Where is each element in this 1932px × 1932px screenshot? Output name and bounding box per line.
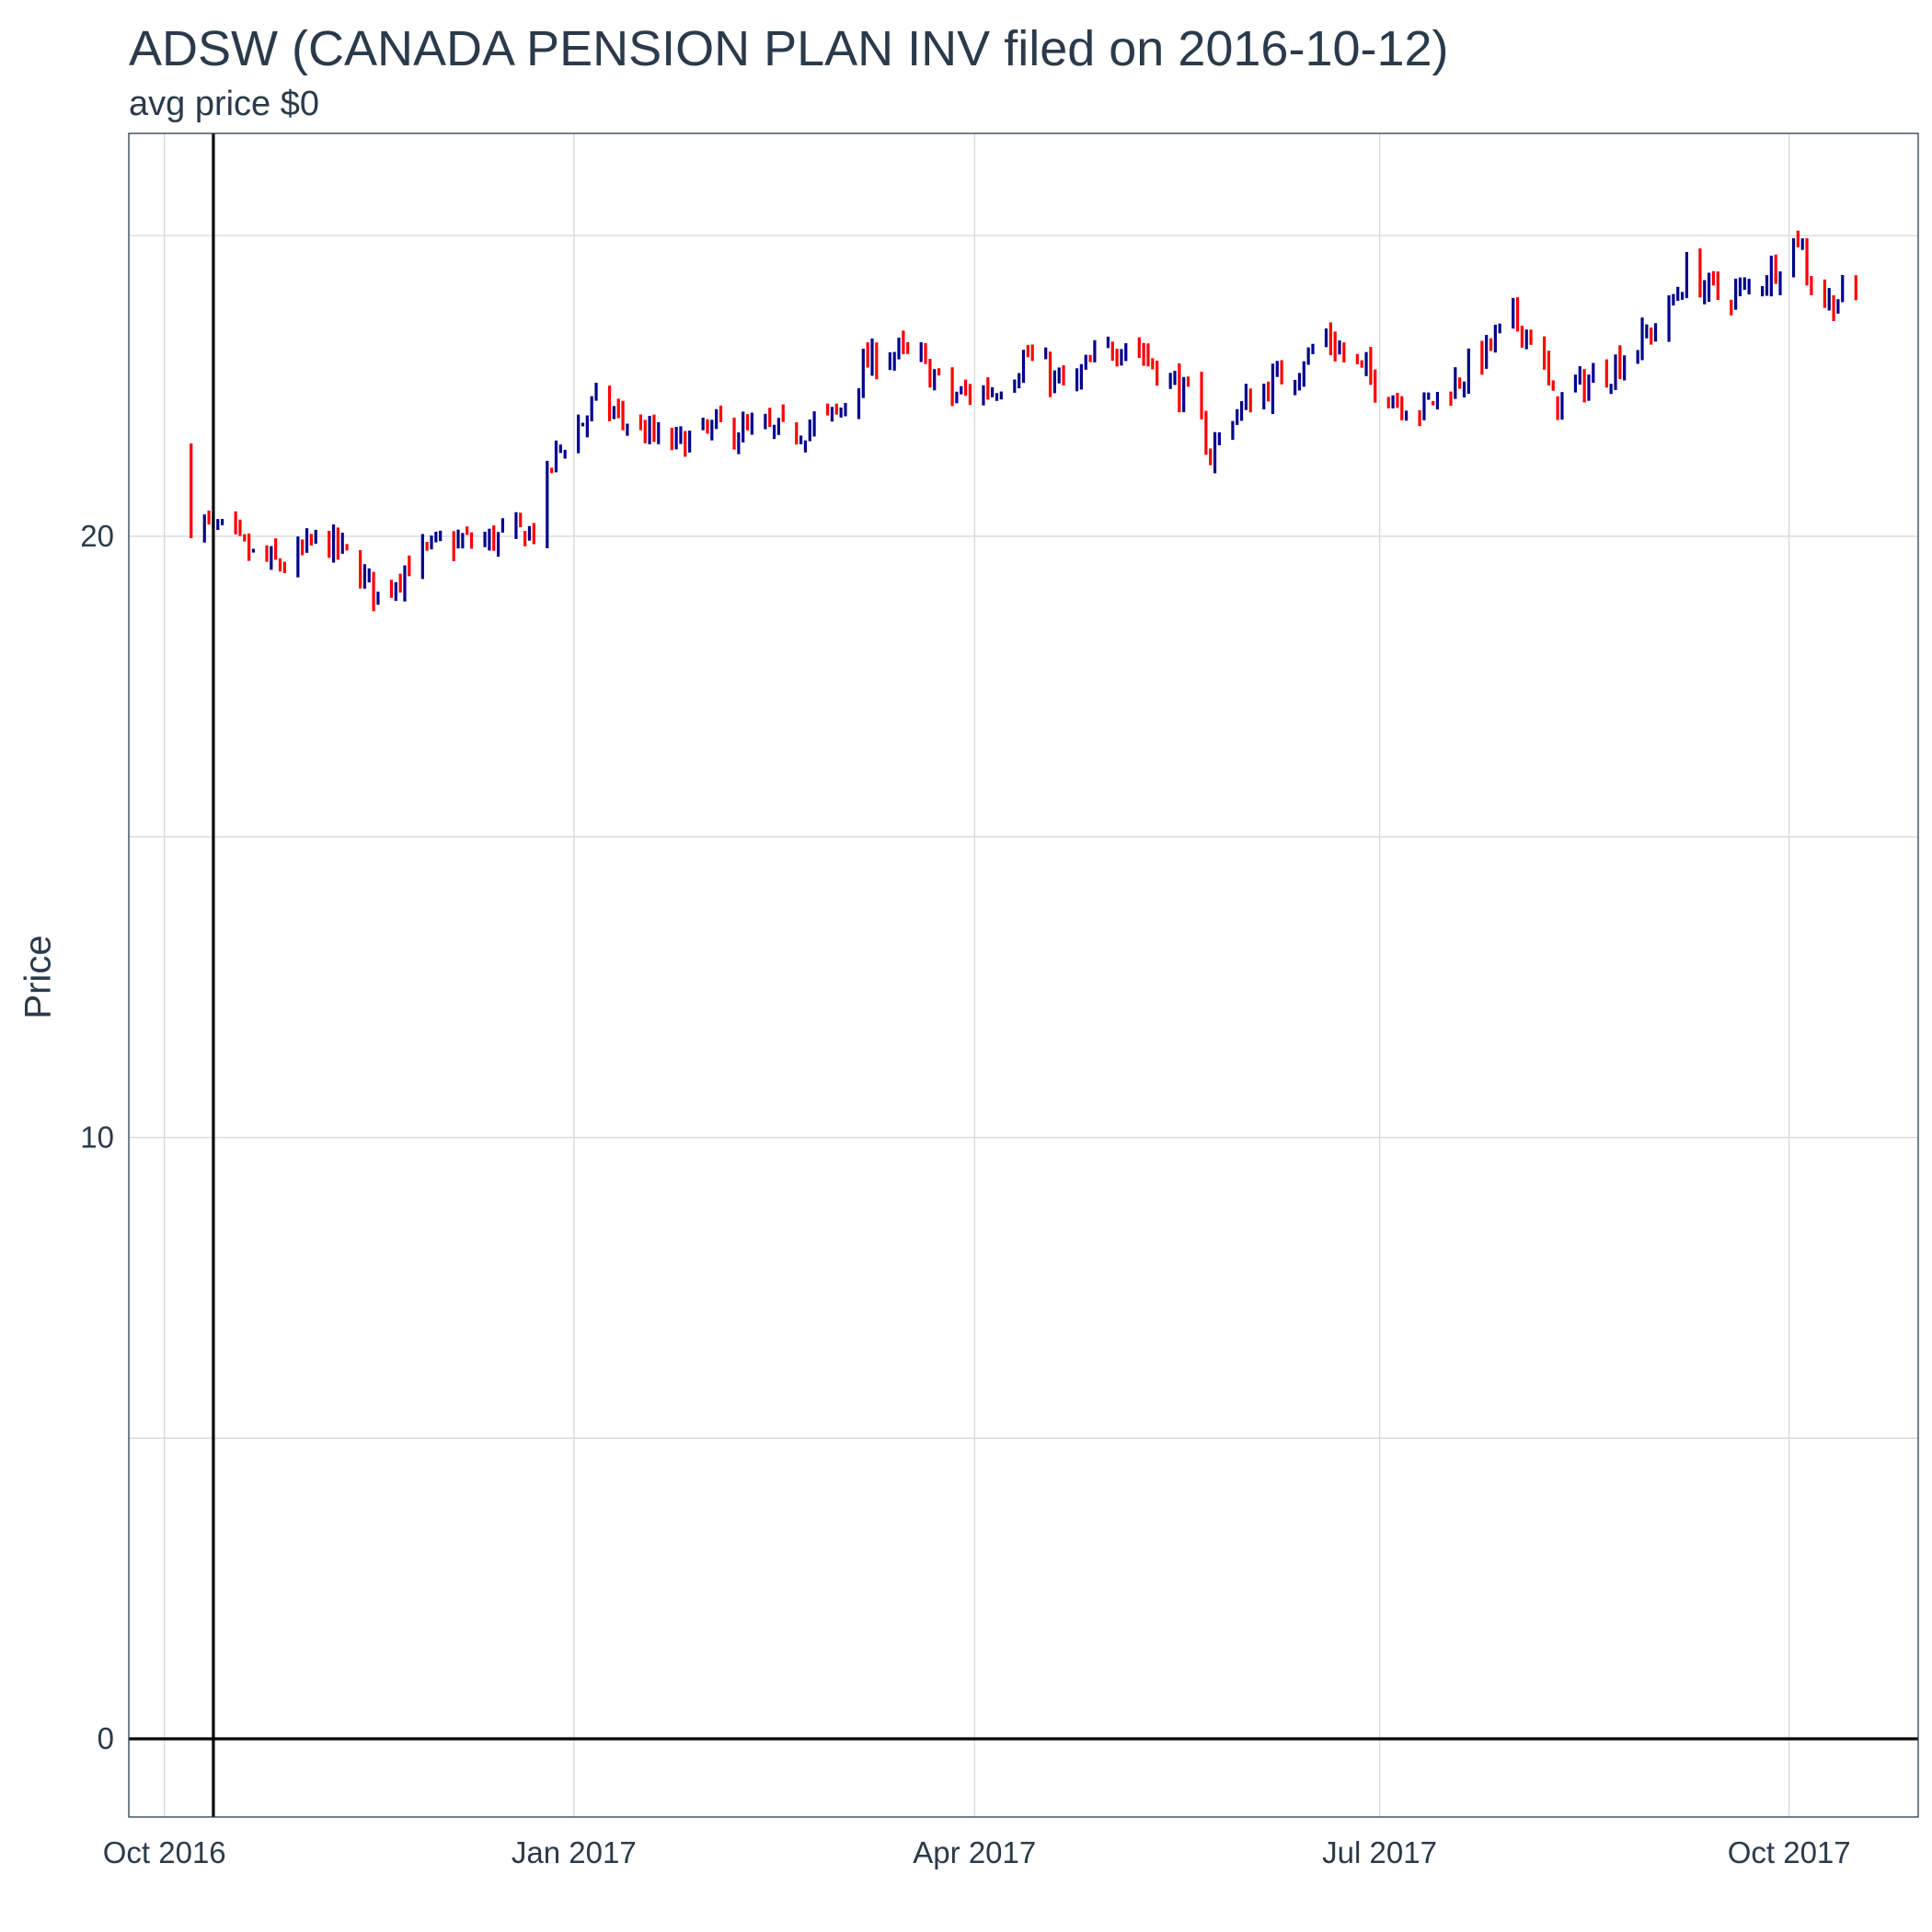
x-tick-label: Oct 2017 [1728,1835,1851,1869]
x-tick-label: Jul 2017 [1322,1835,1437,1869]
x-tick-label: Jan 2017 [512,1835,637,1869]
y-tick-label: 10 [80,1120,114,1154]
plot-border [128,132,1919,1818]
y-tick-label: 0 [98,1721,114,1755]
chart-subtitle: avg price $0 [129,85,320,123]
y-tick-label: 20 [80,519,114,553]
ohlc-bars-layer [190,230,1857,612]
reference-lines-layer [129,133,1918,1817]
chart-title: ADSW (CANADA PENSION PLAN INV filed on 2… [129,21,1449,76]
tick-labels-layer: 0 10 20 Oct 2016 Jan 2017 Apr 2017 Jul 2017 Oct… [80,519,1850,1869]
grid-layer [129,133,1918,1817]
x-tick-label: Oct 2016 [103,1835,226,1869]
x-tick-label: Apr 2017 [913,1835,1036,1869]
